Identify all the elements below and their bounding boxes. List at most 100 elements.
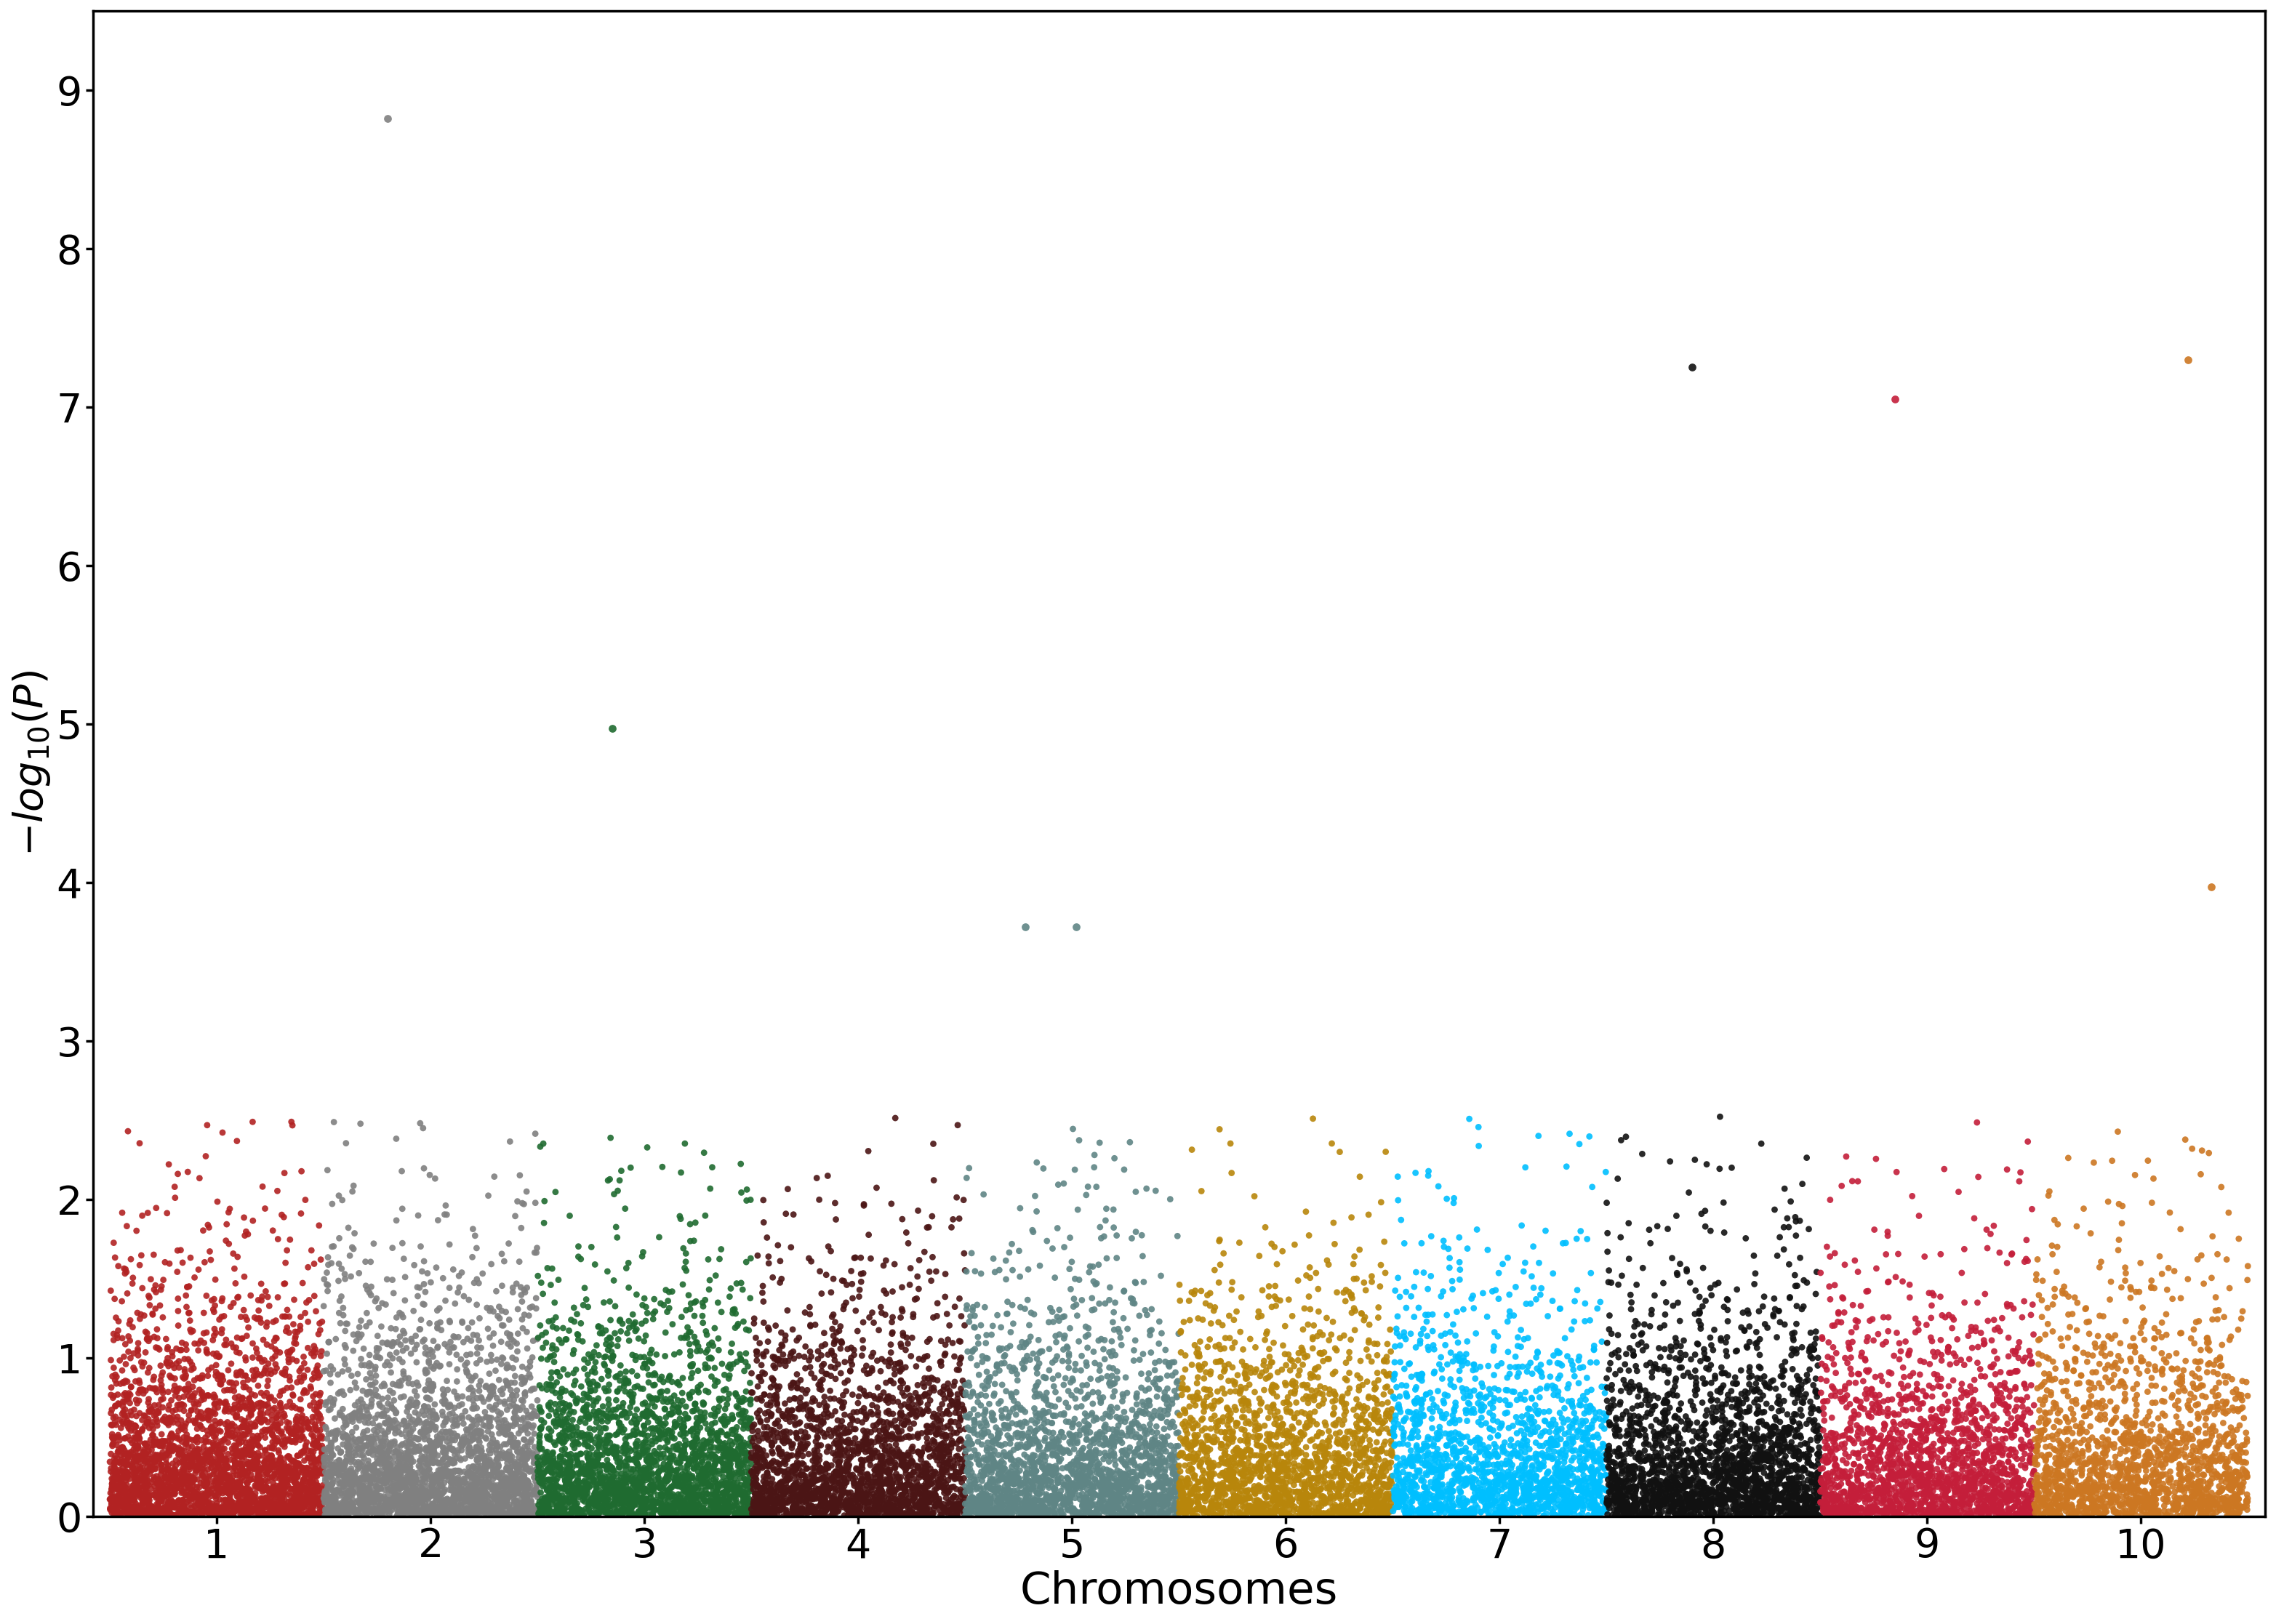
Point xyxy=(1133,1497,1170,1523)
Point xyxy=(1539,1455,1575,1481)
Point xyxy=(583,1492,619,1518)
Point xyxy=(728,1447,765,1473)
Point xyxy=(1925,1450,1962,1476)
Point xyxy=(1605,1486,1641,1512)
Point xyxy=(840,1478,876,1504)
Point xyxy=(690,1429,726,1455)
Point xyxy=(446,1398,483,1424)
Point xyxy=(1641,1491,1677,1517)
Point xyxy=(1762,1392,1798,1418)
Point xyxy=(967,1455,1004,1481)
Point xyxy=(355,1488,391,1514)
Point xyxy=(298,1432,335,1458)
Point xyxy=(2044,1437,2080,1463)
Point xyxy=(1140,1491,1177,1517)
Point xyxy=(335,1468,371,1494)
Point xyxy=(173,1397,209,1423)
Point xyxy=(1079,1421,1115,1447)
Point xyxy=(774,1234,810,1260)
Point xyxy=(854,1475,890,1501)
Point xyxy=(1866,1416,1903,1442)
Point xyxy=(1422,1494,1459,1520)
Point xyxy=(1404,1361,1441,1387)
Point xyxy=(724,1179,760,1205)
Point xyxy=(1664,1408,1700,1434)
Point xyxy=(478,1476,514,1502)
Point xyxy=(1655,1444,1691,1470)
Point xyxy=(926,1491,963,1517)
Point xyxy=(2180,1366,2217,1392)
Point xyxy=(353,1361,389,1387)
Point xyxy=(2126,1453,2162,1479)
Point xyxy=(721,1427,758,1453)
Point xyxy=(1989,1489,2026,1515)
Point xyxy=(1083,1481,1120,1507)
Point xyxy=(1661,1437,1698,1463)
Point xyxy=(2112,1450,2149,1476)
Point xyxy=(1158,1466,1195,1492)
Point xyxy=(282,1471,319,1497)
Point xyxy=(1224,1444,1261,1470)
Point xyxy=(1737,1462,1773,1488)
Point xyxy=(221,1471,257,1497)
Point xyxy=(476,1499,512,1525)
Point xyxy=(849,1421,885,1447)
Point xyxy=(1170,1444,1206,1470)
Point xyxy=(259,1226,296,1252)
Point xyxy=(2119,1502,2155,1528)
Point xyxy=(587,1479,624,1505)
Point xyxy=(810,1234,847,1260)
Point xyxy=(157,1494,193,1520)
Point xyxy=(1286,1471,1322,1497)
Point xyxy=(362,1460,398,1486)
Point xyxy=(578,1450,615,1476)
Point xyxy=(1006,1478,1042,1504)
Point xyxy=(881,1468,917,1494)
Point xyxy=(1976,1492,2012,1518)
Point xyxy=(439,1423,476,1449)
Point xyxy=(787,1473,824,1499)
Point xyxy=(908,1481,945,1507)
Point xyxy=(2194,1423,2230,1449)
Point xyxy=(1033,1410,1070,1436)
Point xyxy=(883,1449,920,1475)
Point xyxy=(1946,1289,1982,1315)
Point xyxy=(844,1309,881,1335)
Point xyxy=(421,1457,457,1483)
Point xyxy=(298,1429,335,1455)
Point xyxy=(976,1371,1013,1397)
Point xyxy=(2051,1449,2087,1475)
Point xyxy=(391,1410,428,1436)
Point xyxy=(519,1239,555,1265)
Point xyxy=(1327,1398,1363,1424)
Point xyxy=(1438,1440,1475,1466)
Point xyxy=(444,1492,480,1518)
Point xyxy=(1661,1444,1698,1470)
Point xyxy=(1407,1452,1443,1478)
Point xyxy=(1247,1476,1284,1502)
Point xyxy=(321,1447,357,1473)
Point xyxy=(676,1476,712,1502)
Point xyxy=(1605,1496,1641,1522)
Point xyxy=(1411,1163,1448,1189)
Point xyxy=(1452,1106,1489,1132)
Point xyxy=(1033,1236,1070,1262)
Point xyxy=(1730,1484,1766,1510)
Point xyxy=(1122,1374,1158,1400)
Point xyxy=(2210,1502,2246,1528)
Point xyxy=(107,1397,143,1423)
Point xyxy=(801,1447,838,1473)
Point xyxy=(1236,1418,1272,1444)
Point xyxy=(2199,1499,2235,1525)
Point xyxy=(121,1502,157,1528)
Point xyxy=(1509,1291,1545,1317)
Point xyxy=(904,1439,940,1465)
Point xyxy=(473,1476,510,1502)
Point xyxy=(1086,1415,1122,1440)
Point xyxy=(328,1468,364,1494)
Point xyxy=(1976,1478,2012,1504)
Point xyxy=(1106,1492,1143,1518)
Point xyxy=(731,1471,767,1497)
Point xyxy=(127,1432,164,1458)
Point xyxy=(1224,1502,1261,1528)
